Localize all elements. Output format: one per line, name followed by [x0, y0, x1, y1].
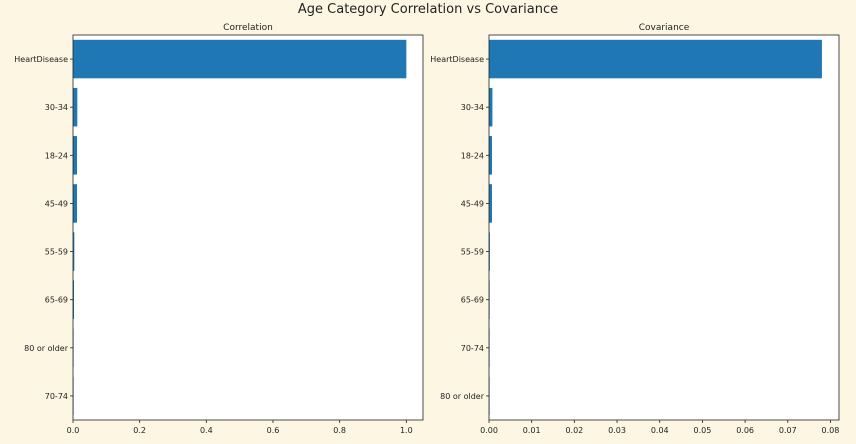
y-tick-label: 45-49: [45, 199, 68, 208]
x-tick-label: 0.05: [694, 426, 712, 435]
x-tick-label: 0.0: [67, 426, 80, 435]
x-tick-label: 0.07: [779, 426, 797, 435]
bar: [489, 184, 492, 223]
y-tick-label: 18-24: [461, 151, 484, 160]
bar: [489, 87, 493, 127]
bar: [73, 39, 407, 79]
bar: [73, 136, 77, 175]
x-tick-label: 0.04: [651, 426, 669, 435]
y-tick-label: 30-34: [45, 103, 68, 112]
bar: [489, 136, 492, 175]
x-tick-label: 0.6: [267, 426, 280, 435]
bar: [73, 184, 77, 223]
bar: [73, 87, 78, 127]
y-tick-label: HeartDisease: [430, 55, 484, 64]
y-tick-label: 70-74: [461, 344, 484, 353]
x-tick-label: 0.03: [608, 426, 626, 435]
x-tick-label: 0.00: [480, 426, 498, 435]
x-tick-label: 0.2: [133, 426, 146, 435]
x-tick-label: 0.02: [565, 426, 583, 435]
plot-area: [489, 35, 839, 420]
x-tick-label: 1.0: [400, 426, 413, 435]
y-tick-label: 65-69: [45, 296, 68, 305]
axes-frame: [72, 34, 424, 421]
y-tick-label: 70-74: [45, 392, 68, 401]
plot-area: [73, 35, 423, 420]
x-tick-label: 0.4: [200, 426, 213, 435]
x-tick-label: 0.08: [822, 426, 840, 435]
subplot-title: Covariance: [639, 23, 690, 33]
y-tick-label: 80 or older: [24, 344, 69, 353]
bar: [489, 232, 490, 271]
x-tick-label: 0.06: [736, 426, 754, 435]
y-tick-label: 18-24: [45, 151, 68, 160]
y-tick-label: 30-34: [461, 103, 484, 112]
correlation-subplot: Correlation HeartDisease 30-34 18-24 45-49 55…: [14, 23, 424, 435]
bar: [73, 280, 74, 319]
axes-frame: [488, 34, 840, 421]
bar: [73, 232, 75, 271]
y-tick-label: HeartDisease: [14, 55, 68, 64]
covariance-subplot: Covariance HeartDisease 30-34 18-24 45-49 55-…: [430, 23, 840, 435]
subplot-title: Correlation: [223, 23, 273, 33]
y-tick-label: 65-69: [461, 296, 484, 305]
figure-title: Age Category Correlation vs Covariance: [298, 2, 558, 17]
y-tick-label: 80 or older: [440, 392, 485, 401]
bar: [489, 39, 822, 79]
x-tick-label: 0.01: [523, 426, 541, 435]
x-tick-label: 0.8: [333, 426, 346, 435]
y-tick-label: 45-49: [461, 199, 484, 208]
y-tick-label: 55-59: [461, 248, 484, 257]
y-tick-label: 55-59: [45, 248, 68, 257]
